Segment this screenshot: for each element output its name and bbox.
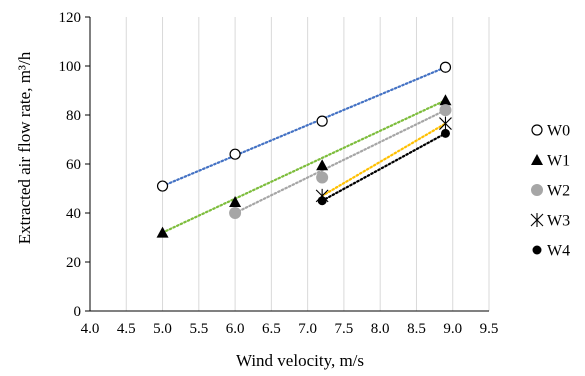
point-w0: [439, 61, 452, 73]
legend-item-w4: W4: [532, 243, 570, 260]
point-w0: [229, 148, 241, 160]
point-w4-shape: [440, 128, 450, 138]
point-w3: [439, 116, 452, 131]
trendline-w3: [321, 122, 447, 197]
x-axis-title: Wind velocity, m/s: [236, 351, 364, 370]
x-tick-label: 8.5: [407, 321, 426, 337]
point-w4-shape: [317, 196, 327, 206]
legend-item-w0: W0: [531, 123, 570, 140]
point-w0-shape: [156, 180, 169, 192]
y-tick-label: 80: [66, 108, 81, 124]
y-tick-label: 20: [66, 255, 81, 271]
x-tick-label: 7.0: [298, 321, 317, 337]
legend-marker-w4-shape: [532, 245, 542, 255]
trendline-w2: [233, 108, 447, 215]
trendlines: [161, 66, 447, 234]
x-tick-label: 6.0: [226, 321, 245, 337]
axes: [85, 16, 489, 312]
point-w1: [439, 94, 452, 106]
legend-item-w3: W3: [530, 213, 570, 230]
trendline-w4: [321, 132, 447, 202]
point-w4: [440, 128, 450, 138]
point-w1: [156, 226, 169, 238]
x-tick-label: 5.5: [189, 321, 208, 337]
y-tick-label: 0: [74, 304, 82, 320]
point-w1-shape: [316, 159, 329, 171]
y-tick-label: 100: [59, 59, 82, 75]
point-w1-shape: [156, 226, 169, 238]
point-w1: [229, 195, 242, 207]
x-tick-label: 8.0: [371, 321, 390, 337]
point-w1-shape: [229, 195, 242, 207]
x-tick-label: 9.5: [480, 321, 499, 337]
legend-item-w1: W1: [531, 153, 570, 170]
x-tick-label: 4.5: [117, 321, 136, 337]
point-w0-shape: [229, 148, 241, 160]
legend-item-w2: W2: [531, 183, 570, 200]
legend-label-w3: W3: [547, 213, 570, 230]
x-tick-label: 7.5: [335, 321, 354, 337]
y-tick-label: 40: [66, 206, 81, 222]
point-w1: [316, 159, 329, 171]
legend-marker-w1: [531, 154, 543, 165]
point-w2: [229, 207, 242, 219]
point-w2-shape: [316, 171, 329, 184]
legend-marker-w3: [530, 213, 544, 227]
point-w2-shape: [439, 104, 452, 117]
trendline-w0: [161, 66, 447, 188]
legend-marker-w1-shape: [531, 154, 543, 165]
point-w4: [317, 196, 327, 206]
legend-marker-w4: [532, 245, 542, 255]
legend-marker-w2: [531, 184, 543, 196]
x-tick-label: 6.5: [262, 321, 281, 337]
legend-marker-w0-shape: [531, 124, 543, 136]
point-w0: [316, 115, 328, 127]
trendline-w1: [161, 99, 447, 234]
point-w2: [316, 171, 329, 184]
y-tick-label: 120: [59, 10, 82, 26]
legend-label-w0: W0: [547, 123, 570, 140]
point-w2-shape: [229, 207, 242, 219]
legend-marker-w0: [531, 124, 543, 136]
tick-labels: 4.0 4.5 5.0 5.5 6.0 6.5 7.0 7.5 8.0 8.5 9.0 9.5 0 20 4…: [59, 10, 499, 337]
legend: W0 W1 W2 W3 W4: [530, 123, 570, 260]
point-w1-shape: [439, 94, 452, 106]
x-tick-label: 5.0: [153, 321, 172, 337]
legend-label-w2: W2: [547, 183, 570, 200]
point-w0-shape: [316, 115, 328, 127]
legend-label-w4: W4: [547, 243, 570, 260]
data-markers: [156, 61, 452, 238]
y-axis-title: Extracted air flow rate, m³/h: [15, 51, 34, 244]
x-tick-label: 9.0: [443, 321, 462, 337]
point-w0-shape: [439, 61, 452, 73]
legend-label-w1: W1: [547, 153, 570, 170]
x-tick-label: 4.0: [81, 321, 100, 337]
point-w2: [439, 104, 452, 117]
legend-marker-w2-shape: [531, 184, 543, 196]
y-tick-label: 60: [66, 157, 81, 173]
point-w0: [156, 180, 169, 192]
